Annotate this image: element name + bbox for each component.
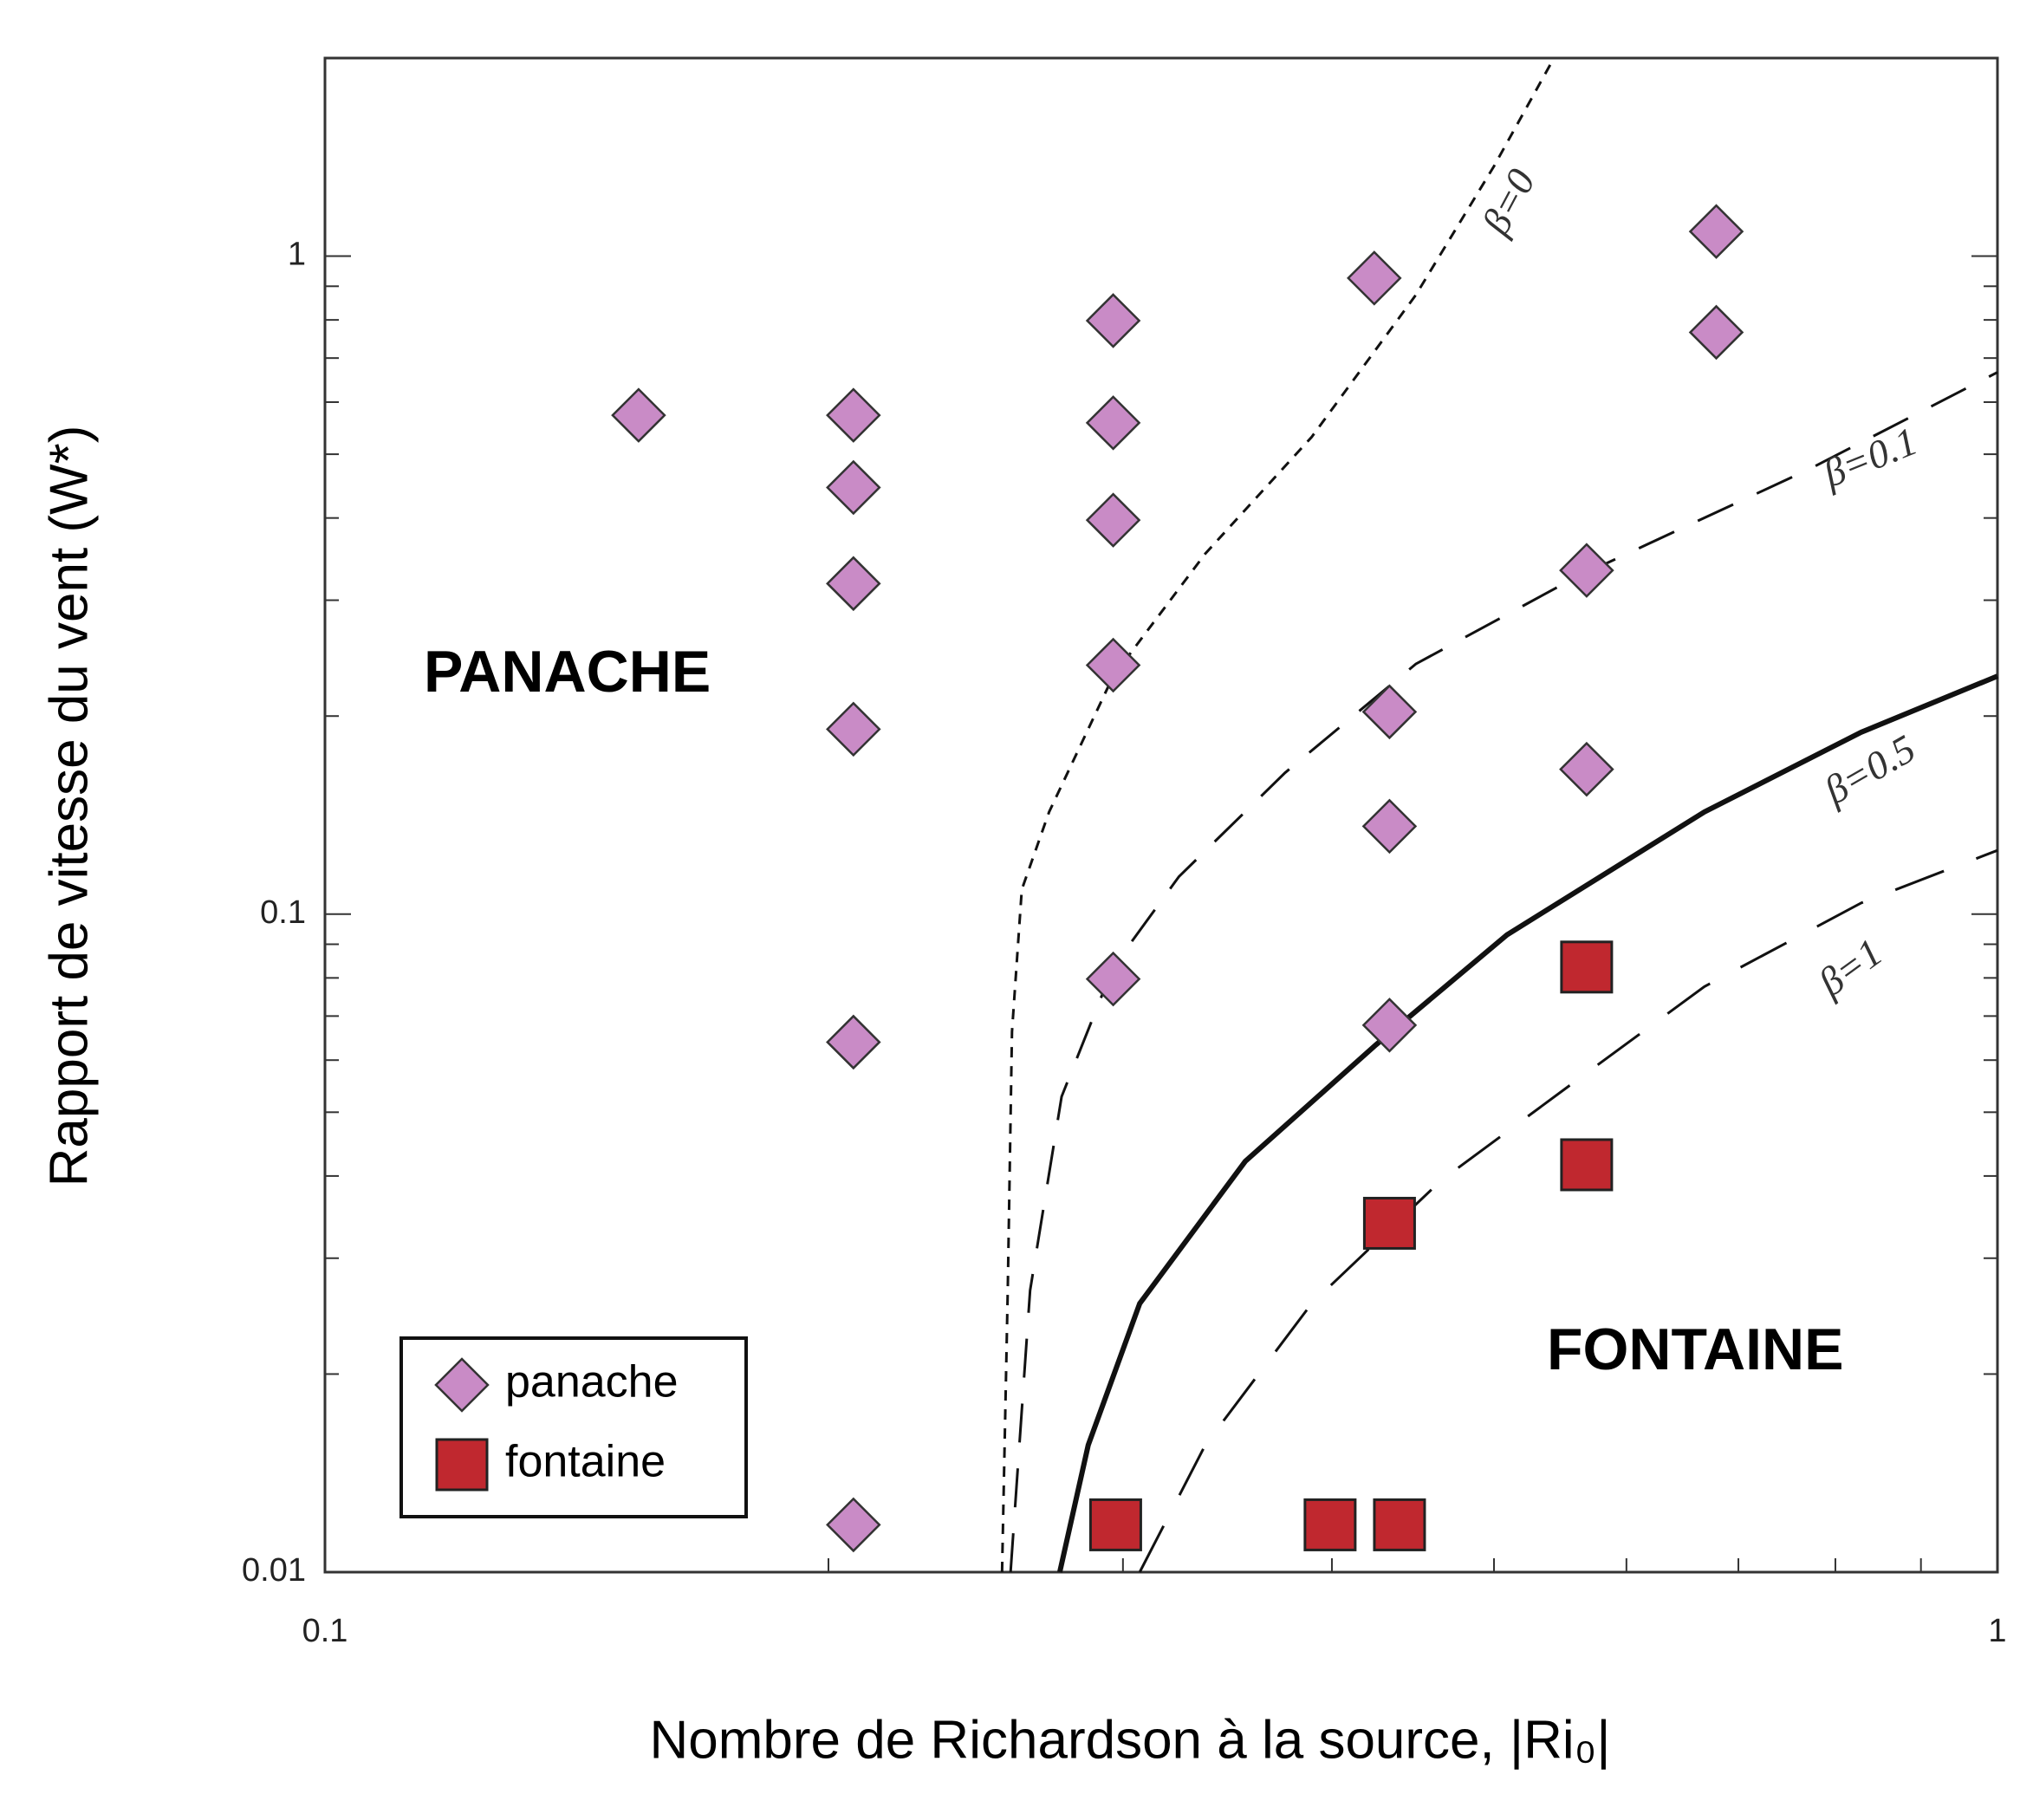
curve-label: β=0 <box>1473 162 1544 243</box>
diamond-marker <box>1085 637 1141 693</box>
diamond-marker <box>1347 250 1402 306</box>
diamond-marker <box>1361 684 1418 740</box>
square-marker <box>1560 940 1614 994</box>
diamond-marker <box>1361 798 1418 855</box>
boundary-curve <box>1056 673 1999 1573</box>
region-label: PANACHE <box>424 639 711 705</box>
diamond-marker <box>826 701 881 757</box>
diamond-marker <box>1085 951 1141 1007</box>
square-marker <box>1303 1498 1357 1551</box>
boundary-curve <box>1138 848 1998 1573</box>
boundary-curve <box>1009 371 1998 1573</box>
diamond-marker <box>1085 492 1141 548</box>
curve-label: β=0.5 <box>1816 726 1923 813</box>
legend-marker <box>434 1357 490 1413</box>
y-tick-label: 1 <box>288 237 306 273</box>
x-axis-label: Nombre de Richardson à la source, |Ri₀| <box>650 1710 1611 1770</box>
legend-label: panache <box>505 1357 679 1407</box>
boundary-curve <box>1000 57 1556 1573</box>
diamond-marker <box>1085 395 1141 451</box>
curve-label: β=1 <box>1809 930 1890 1005</box>
curve-label: β=0.1 <box>1816 419 1923 496</box>
y-tick-label: 0.1 <box>260 894 306 931</box>
diamond-marker <box>1688 204 1744 259</box>
square-marker <box>1373 1498 1426 1551</box>
diamond-marker <box>1559 543 1614 598</box>
square-marker <box>1560 1138 1614 1192</box>
diamond-marker <box>611 387 666 443</box>
x-tick-label: 1 <box>1988 1613 2006 1649</box>
legend-label: fontaine <box>505 1437 666 1487</box>
diamond-marker <box>1559 741 1614 797</box>
diamond-marker <box>826 556 881 612</box>
diamond-marker <box>826 459 881 516</box>
x-tick-label: 0.1 <box>302 1613 348 1649</box>
y-tick-label: 0.01 <box>242 1552 306 1589</box>
legend-marker <box>435 1438 489 1492</box>
region-label: FONTAINE <box>1547 1316 1844 1382</box>
diamond-marker <box>1361 998 1418 1053</box>
diamond-marker <box>1688 304 1744 361</box>
diamond-marker <box>826 387 881 443</box>
square-marker <box>1362 1196 1416 1250</box>
diamond-marker <box>826 1497 881 1553</box>
diamond-marker <box>826 1014 881 1070</box>
square-marker <box>1088 1498 1142 1551</box>
diamond-marker <box>1085 293 1141 348</box>
y-axis-label: Rapport de vitesse du vent (W*) <box>39 426 99 1187</box>
plot-frame <box>323 56 1999 1574</box>
